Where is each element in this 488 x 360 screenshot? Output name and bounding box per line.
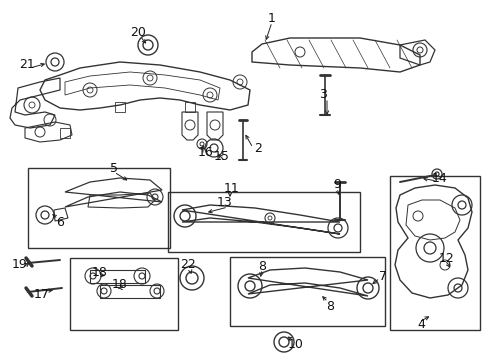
Bar — [60, 128, 70, 138]
Text: 7: 7 — [378, 270, 386, 283]
Text: 19: 19 — [12, 258, 28, 271]
Text: 20: 20 — [130, 26, 145, 39]
Text: 18: 18 — [112, 279, 128, 292]
Bar — [229, 257, 384, 326]
Text: 16: 16 — [198, 145, 213, 158]
Text: 18: 18 — [92, 266, 108, 279]
Text: 21: 21 — [19, 58, 35, 72]
Text: 22: 22 — [180, 258, 196, 271]
Text: 5: 5 — [110, 162, 118, 175]
Text: 6: 6 — [56, 216, 64, 229]
Bar — [389, 176, 479, 330]
Bar — [28, 168, 170, 248]
Text: 3: 3 — [318, 89, 326, 102]
Text: 14: 14 — [431, 171, 447, 184]
Bar — [70, 258, 178, 330]
Text: 8: 8 — [258, 260, 265, 273]
Text: 4: 4 — [416, 319, 424, 332]
Text: 8: 8 — [325, 300, 333, 312]
Text: 10: 10 — [287, 338, 304, 351]
Text: 9: 9 — [332, 179, 340, 192]
Text: 2: 2 — [254, 141, 262, 154]
Text: 15: 15 — [214, 150, 229, 163]
Text: 1: 1 — [267, 12, 275, 24]
Text: 11: 11 — [224, 181, 240, 194]
Bar — [168, 192, 359, 252]
Text: 13: 13 — [217, 197, 232, 210]
Bar — [184, 102, 195, 112]
Text: 12: 12 — [438, 252, 454, 265]
Bar — [115, 102, 125, 112]
Text: 17: 17 — [34, 288, 50, 301]
